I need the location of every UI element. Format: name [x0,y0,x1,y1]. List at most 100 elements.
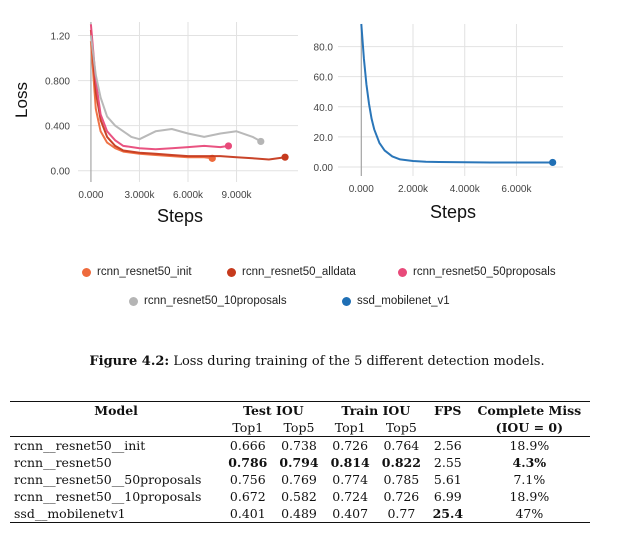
table-header-row-2: Top1 Top5 Top1 Top5 (IOU = 0) [10,419,590,437]
cell-test-top5: 0.582 [281,489,317,504]
chart2-ytick-label: 40.0 [314,103,334,114]
chart2-series-end-point [549,158,557,167]
legend-label-init: rcnn_resnet50_init [97,266,192,278]
results-table: Model Test IOU Train IOU FPS Complete Mi… [10,401,590,523]
cell-fps: 25.4 [432,506,464,521]
cell-fps: 5.61 [433,472,462,487]
chart2-ytick-label: 20.0 [314,133,334,144]
cell-train-top5: 0.77 [387,506,416,521]
cell-test-top5: 0.794 [279,455,319,470]
header-blank-fps [427,419,469,437]
header-train-top1: Top1 [334,420,366,435]
cell-test-top1: 0.672 [229,489,266,504]
legend-label-ssd: ssd_mobilenet_v1 [357,295,450,307]
legend-dot-ssd [342,296,351,306]
header-model: Model [94,403,138,418]
chart2-xtick-label: 6.000k [501,184,532,195]
cell-test-top1: 0.756 [229,472,266,487]
table-row: rcnn__resnet50__init 0.666 0.738 0.726 0… [10,437,590,455]
cell-train-top5: 0.764 [383,438,420,453]
chart2-series-line [360,23,553,164]
chart2-ticks: 0.00 20.0 40.0 60.0 80.0 0.000 2.000k 4.000k 6.0… [314,43,533,195]
cell-model: ssd__mobilenetv1 [14,506,126,521]
chart1-xlabel: Steps [157,206,203,226]
header-complete-miss: Complete Miss [477,403,582,418]
header-complete-miss-sub: (IOU = 0) [495,420,564,435]
cell-miss: 18.9% [509,438,550,453]
cell-train-top5: 0.822 [381,455,421,470]
chart1-ytick-label: 0.800 [45,77,70,88]
cell-fps: 6.99 [433,489,462,504]
chart1-series-end-point [224,142,233,150]
legend-item-ssd: ssd_mobilenet_v1 [342,295,450,307]
cell-test-top1: 0.786 [228,455,268,470]
chart2-ytick-label: 60.0 [314,73,334,84]
chart1-xtick-label: 3.000k [124,190,155,201]
chart2-xtick-label: 4.000k [450,184,481,195]
cell-model: rcnn__resnet50__init [14,438,146,453]
legend-item-10proposals: rcnn_resnet50_10proposals [129,295,287,307]
cell-train-top1: 0.774 [332,472,369,487]
cell-test-top1: 0.666 [229,438,266,453]
cell-train-top5: 0.785 [383,472,420,487]
legend-dot-50proposals [398,267,407,277]
chart1-series-end-point [281,153,289,161]
chart2-ytick-label: 0.00 [314,163,334,174]
chart2-series [360,23,557,167]
chart1-ticks: 0.00 0.400 0.800 1.20 0.000 3.000k 6.000k 9.000… [45,32,253,201]
cell-model: rcnn__resnet50__50proposals [14,472,202,487]
chart2-grid [338,24,563,176]
legend-dot-init [82,267,91,277]
legend-label-10proposals: rcnn_resnet50_10proposals [144,295,287,307]
header-train-top5: Top5 [385,420,417,435]
chart-loss-rcnn: Loss Steps 0.00 0.400 0.800 1.20 0.000 3.000k… [12,22,298,226]
table-row: ssd__mobilenetv1 0.401 0.489 0.407 0.77 … [10,505,590,523]
chart1-ytick-label: 1.20 [51,32,71,43]
legend-item-50proposals: rcnn_resnet50_50proposals [398,266,556,278]
legend-label-50proposals: rcnn_resnet50_50proposals [413,266,556,278]
loss-charts: Loss Steps 0.00 0.400 0.800 1.20 0.000 3.000k… [0,0,634,240]
legend-dot-10proposals [129,296,138,306]
cell-test-top5: 0.738 [281,438,317,453]
chart1-ytick-label: 0.00 [51,167,71,178]
legend-label-alldata: rcnn_resnet50_alldata [242,266,356,278]
chart1-series-end-point [257,137,265,146]
header-fps: FPS [434,403,462,418]
chart-legend: rcnn_resnet50_init rcnn_resnet50_alldata… [0,262,634,322]
header-blank [10,419,222,437]
cell-fps: 2.55 [433,455,462,470]
cell-train-top1: 0.814 [330,455,370,470]
header-train-iou: Train IOU [341,403,411,418]
cell-model: rcnn__resnet50 [14,455,112,470]
chart1-series-line [89,29,286,161]
cell-train-top1: 0.407 [332,506,369,521]
cell-model: rcnn__resnet50__10proposals [14,489,202,504]
header-test-iou: Test IOU [243,403,304,418]
cell-fps: 2.56 [433,438,462,453]
legend-dot-alldata [227,267,236,277]
table-row: rcnn__resnet50 0.786 0.794 0.814 0.822 2… [10,454,590,471]
table-header-row-1: Model Test IOU Train IOU FPS Complete Mi… [10,401,590,420]
chart2-xtick-label: 0.000 [349,184,374,195]
chart2-xlabel: Steps [430,202,476,222]
chart2-xtick-label: 2.000k [398,184,429,195]
chart-loss-ssd: Steps 0.00 20.0 40.0 60.0 80.0 0.000 2.000k 4.0… [314,23,563,222]
chart1-series-line [89,24,229,151]
table-row: rcnn__resnet50__50proposals 0.756 0.769 … [10,471,590,488]
cell-train-top5: 0.726 [383,489,420,504]
chart1-ylabel: Loss [12,82,31,118]
chart1-xtick-label: 9.000k [222,190,253,201]
cell-test-top1: 0.401 [229,506,266,521]
chart1-xtick-label: 6.000k [173,190,204,201]
cell-miss: 18.9% [509,489,550,504]
chart1-xtick-label: 0.000 [78,190,103,201]
cell-test-top5: 0.769 [281,472,317,487]
header-test-top5: Top5 [283,420,315,435]
loss-charts-svg: Loss Steps 0.00 0.400 0.800 1.20 0.000 3.000k… [12,22,563,226]
chart2-ytick-label: 80.0 [314,43,334,54]
cell-miss: 4.3% [512,455,547,470]
chart1-series [89,24,289,162]
chart1-series-line [89,41,213,160]
cell-train-top1: 0.724 [332,489,369,504]
header-test-top1: Top1 [232,420,264,435]
